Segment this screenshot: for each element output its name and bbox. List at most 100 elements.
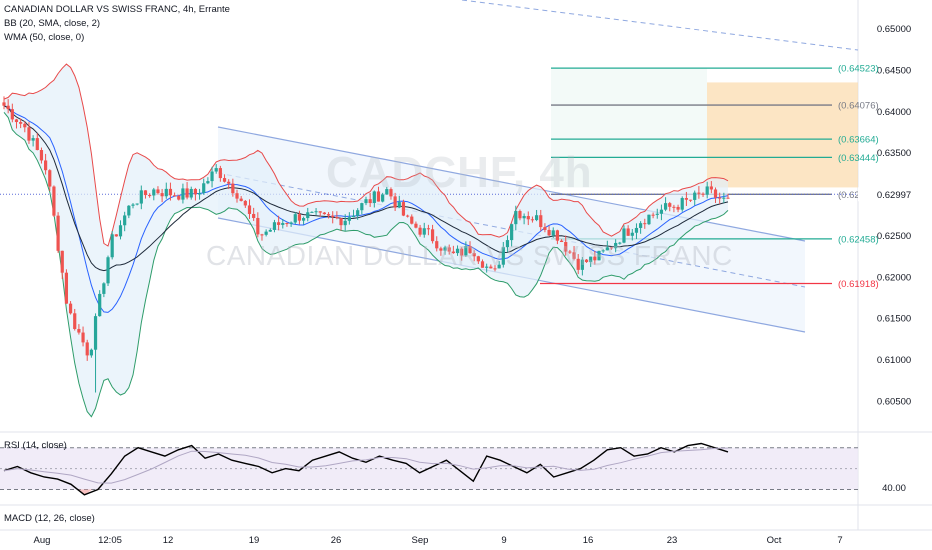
candle-body: [281, 223, 285, 225]
candle-body: [468, 246, 472, 254]
fib-level-label: (0.62458): [838, 234, 879, 245]
candle-body: [522, 216, 526, 219]
candle-body: [609, 247, 614, 249]
time-tick-label: 16: [583, 535, 594, 546]
candle-body: [27, 127, 31, 141]
candle-body: [464, 246, 468, 256]
candle-body: [185, 188, 189, 198]
candle-body: [123, 215, 127, 226]
candle-body: [580, 259, 584, 270]
candle-body: [368, 199, 372, 203]
candle-body: [480, 261, 485, 268]
candle-body: [306, 212, 310, 219]
candle-body: [676, 206, 680, 210]
candle-body: [197, 192, 202, 195]
time-tick-label: 7: [837, 535, 842, 546]
candle-body: [227, 181, 231, 184]
candle-body: [14, 119, 19, 123]
fib-level-label: (0.63664): [838, 135, 879, 146]
candle-body: [364, 199, 368, 204]
candle-body: [351, 215, 356, 218]
candle-body: [356, 210, 360, 216]
candle-body: [418, 227, 422, 235]
candle-body: [172, 195, 177, 197]
price-tick-label: 0.62000: [877, 272, 911, 283]
candle-body: [709, 186, 713, 190]
candle-body: [135, 203, 139, 205]
time-tick-label: Sep: [412, 535, 429, 546]
candle-body: [114, 234, 118, 237]
chart-title: CANADIAN DOLLAR VS SWISS FRANC, 4h, Erra…: [4, 4, 230, 15]
candle-body: [447, 247, 451, 252]
candle-body: [439, 248, 443, 251]
fib-level-label: (0.63444): [838, 153, 879, 164]
candle-body: [614, 242, 618, 249]
candle-body: [451, 251, 455, 254]
candle-body: [460, 248, 464, 256]
candle-body: [106, 257, 110, 284]
candle-body: [118, 225, 123, 237]
candle-body: [568, 251, 572, 253]
candle-body: [218, 168, 222, 179]
time-tick-label: Aug: [34, 535, 51, 546]
price-tick-label: 0.61500: [877, 314, 911, 325]
candle-body: [347, 217, 351, 221]
candle-body: [626, 228, 630, 236]
candle-body: [372, 191, 376, 203]
candle-body: [85, 342, 89, 356]
wma-legend[interactable]: WMA (50, close, 0): [4, 32, 85, 43]
price-tick-label: 0.60500: [877, 396, 911, 407]
candle-body: [518, 211, 522, 219]
candle-body: [152, 189, 156, 196]
time-tick-label: Oct: [767, 535, 782, 546]
candle-body: [52, 186, 56, 216]
candle-body: [89, 349, 93, 356]
candle-body: [539, 215, 543, 228]
candle-body: [543, 227, 547, 230]
macd-legend[interactable]: MACD (12, 26, close): [4, 513, 95, 524]
watermark-symbol: CADCHF, 4h: [326, 148, 593, 197]
candle-body: [235, 193, 239, 199]
candle-body: [177, 196, 181, 200]
candle-body: [48, 170, 52, 187]
candle-body: [726, 197, 730, 199]
current-price-axis-box: [858, 187, 932, 202]
candle-body: [501, 247, 505, 265]
candle-body: [143, 190, 148, 196]
time-tick-label: 26: [331, 535, 342, 546]
candle-body: [597, 250, 601, 261]
candle-body: [260, 234, 264, 236]
candle-body: [293, 214, 297, 223]
candle-body: [318, 211, 322, 213]
candle-body: [73, 313, 77, 329]
candle-body: [601, 250, 605, 252]
candle-body: [622, 228, 626, 243]
candle-body: [426, 228, 431, 230]
candle-body: [564, 242, 568, 252]
candle-body: [497, 264, 501, 269]
candle-body: [651, 214, 655, 216]
candle-body: [381, 194, 385, 202]
candle-body: [489, 266, 493, 269]
candle-body: [360, 203, 364, 211]
candle-body: [339, 218, 343, 226]
candle-body: [2, 102, 6, 106]
candle-body: [127, 205, 131, 216]
candle-body: [430, 229, 435, 242]
bb-legend[interactable]: BB (20, SMA, close, 2): [4, 18, 101, 29]
candle-body: [289, 222, 293, 224]
candle-body: [718, 197, 722, 199]
candle-body: [189, 188, 193, 198]
watermark-name: CANADIAN DOLLAR VS SWISS FRANC: [206, 240, 733, 271]
rsi-legend[interactable]: RSI (14, close): [4, 440, 67, 451]
time-tick-label: 9: [501, 535, 506, 546]
candle-body: [410, 216, 414, 224]
candle-body: [659, 209, 664, 214]
candle-body: [252, 213, 256, 218]
candle-body: [672, 206, 676, 208]
candle-body: [684, 198, 688, 200]
candle-body: [6, 105, 10, 110]
price-tick-label: 0.64500: [877, 66, 911, 77]
candle-body: [210, 171, 214, 182]
